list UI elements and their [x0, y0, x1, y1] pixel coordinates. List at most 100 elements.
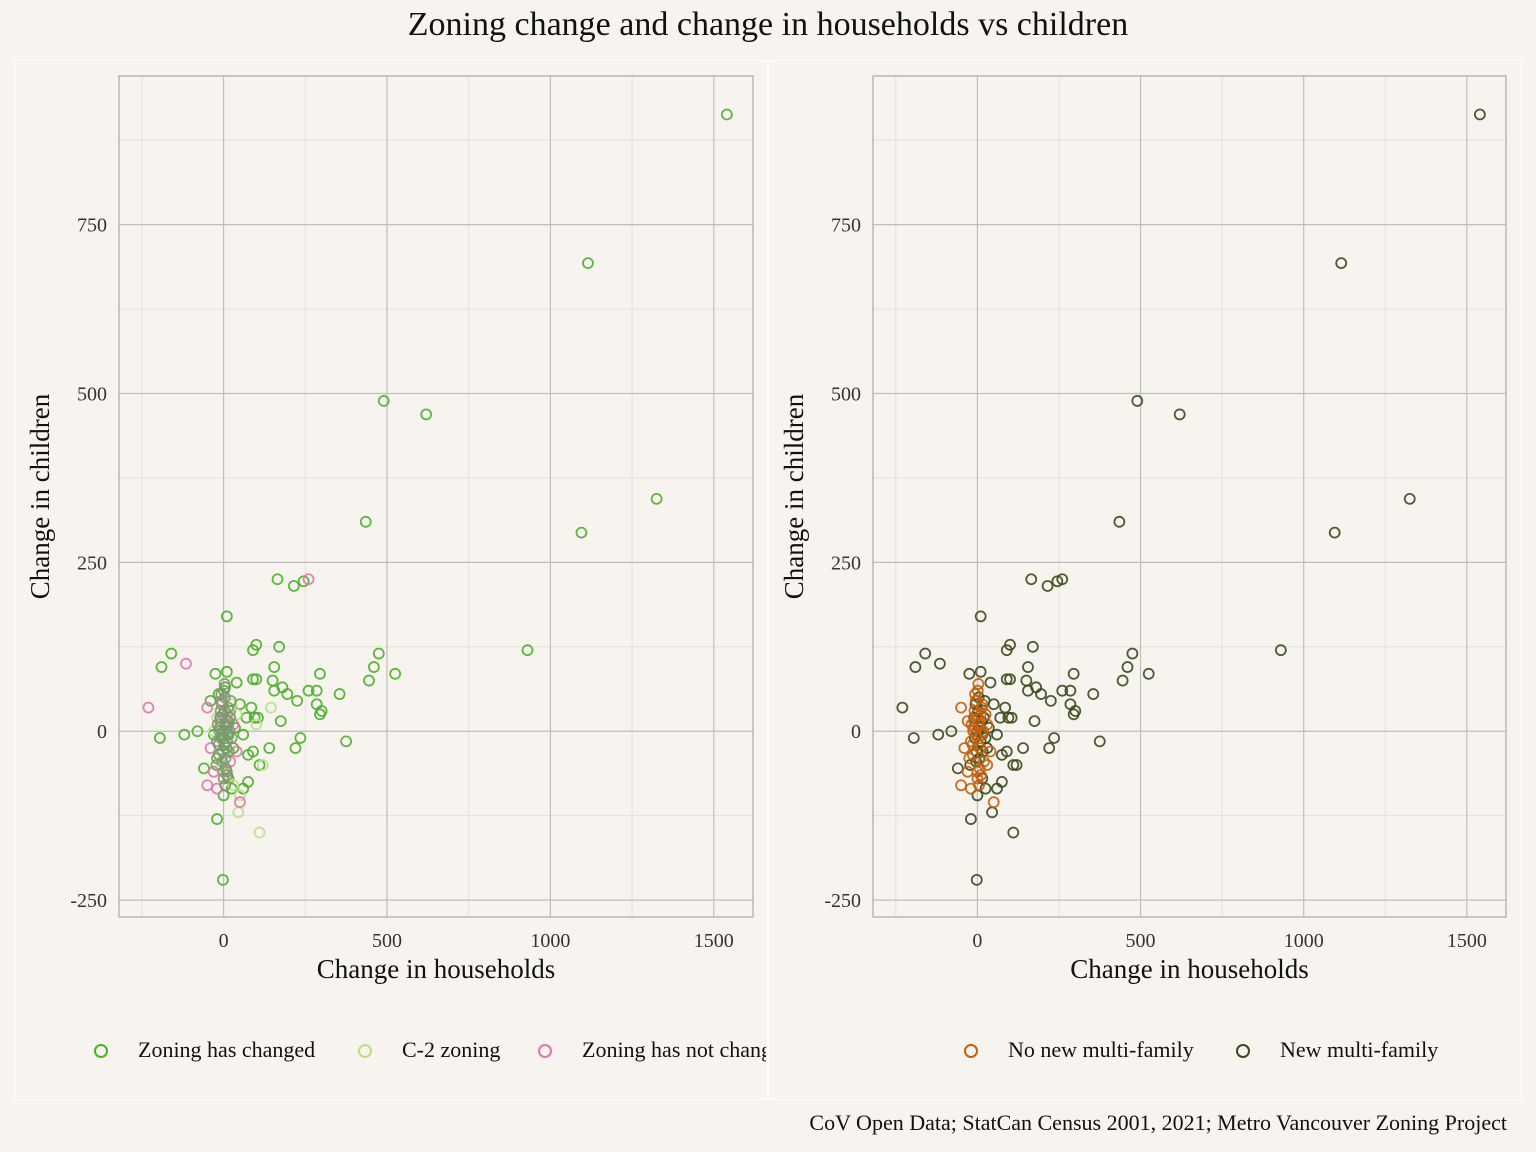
- data-point: [971, 765, 984, 778]
- x-tick-label: 500: [372, 930, 402, 952]
- data-point: [955, 701, 967, 714]
- data-point: [245, 701, 258, 714]
- data-point: [273, 640, 286, 653]
- data-point: [650, 492, 663, 505]
- data-point: [968, 705, 981, 717]
- data-point: [1121, 661, 1134, 673]
- data-point: [234, 789, 246, 802]
- data-point: [220, 610, 233, 623]
- data-point: [359, 515, 372, 528]
- data-point: [250, 673, 263, 686]
- data-point: [1022, 661, 1034, 673]
- x-tick-label: 0: [972, 930, 982, 952]
- data-point: [1067, 667, 1080, 680]
- data-point: [984, 745, 997, 758]
- data-point: [250, 718, 263, 731]
- x-tick-label: 1500: [1447, 930, 1487, 952]
- y-tick-label: 500: [831, 383, 861, 405]
- data-point: [1041, 580, 1054, 592]
- data-point: [945, 725, 958, 738]
- data-point: [1004, 673, 1016, 686]
- data-point: [310, 684, 323, 697]
- data-point: [230, 745, 243, 758]
- data-point: [363, 674, 375, 687]
- legend-label: C-2 zoning: [402, 1037, 501, 1062]
- data-point: [1131, 395, 1144, 407]
- chart-title: Zoning change and change in households v…: [407, 6, 1129, 43]
- data-point: [222, 745, 235, 758]
- data-point: [213, 725, 226, 738]
- y-tick-label: 750: [77, 215, 107, 237]
- data-point: [1043, 742, 1056, 755]
- data-point: [970, 708, 983, 721]
- data-point: [204, 694, 217, 707]
- data-point: [377, 395, 390, 407]
- y-tick-label: 0: [97, 721, 107, 743]
- data-point: [253, 759, 266, 771]
- data-point: [991, 782, 1003, 795]
- source-caption: CoV Open Data; StatCan Census 2001, 2021…: [809, 1110, 1507, 1135]
- data-point: [209, 667, 222, 680]
- data-point: [1007, 759, 1020, 771]
- x-axis-title: Change in households: [1070, 954, 1308, 984]
- data-point: [216, 755, 229, 768]
- data-point: [207, 765, 220, 778]
- right-panel-frame: [768, 60, 1522, 1100]
- data-point: [256, 759, 269, 771]
- data-point: [981, 759, 994, 771]
- data-point: [1473, 108, 1486, 121]
- y-tick-label: 250: [77, 552, 107, 574]
- data-point: [294, 732, 307, 744]
- data-point: [1020, 674, 1033, 687]
- legend-label: New multi-family: [1280, 1037, 1439, 1062]
- data-point: [219, 779, 232, 792]
- data-point: [248, 711, 261, 724]
- legend-key-icon: [964, 1044, 978, 1058]
- data-point: [961, 715, 974, 728]
- data-point: [201, 701, 214, 714]
- data-point: [302, 573, 315, 586]
- data-point: [955, 779, 967, 792]
- data-point: [979, 708, 992, 721]
- data-point: [234, 796, 246, 809]
- data-point: [1026, 640, 1039, 653]
- data-point: [215, 688, 228, 700]
- data-point: [1064, 684, 1077, 697]
- plot-border: [118, 75, 754, 918]
- data-point: [368, 661, 380, 673]
- data-point: [142, 701, 155, 714]
- data-point: [1017, 742, 1029, 755]
- data-point: [974, 665, 987, 678]
- data-point: [237, 728, 250, 741]
- data-point: [995, 748, 1008, 761]
- data-point: [251, 711, 264, 724]
- data-point: [976, 698, 989, 711]
- data-point: [1173, 408, 1186, 421]
- data-point: [180, 657, 192, 670]
- data-point: [1087, 688, 1100, 700]
- data-point: [987, 698, 1000, 711]
- data-point: [966, 748, 979, 761]
- data-point: [521, 644, 534, 657]
- data-point: [268, 661, 281, 673]
- data-point: [963, 752, 976, 765]
- data-point: [984, 676, 997, 689]
- data-point: [302, 684, 315, 697]
- y-tick-label: 0: [851, 721, 861, 743]
- data-point: [217, 772, 230, 785]
- data-point: [372, 647, 385, 660]
- data-point: [191, 725, 204, 738]
- data-point: [1028, 715, 1041, 728]
- data-point: [218, 684, 230, 697]
- legend-key-icon: [358, 1044, 372, 1058]
- data-point: [971, 684, 984, 697]
- data-point: [211, 718, 224, 731]
- legend-right: No new multi-family New multi-family: [960, 1036, 1520, 1066]
- data-point: [1000, 673, 1013, 686]
- data-point: [1007, 826, 1020, 839]
- y-tick-label: 750: [831, 215, 861, 237]
- plot-border: [872, 75, 1507, 918]
- data-point: [155, 661, 168, 673]
- data-point: [220, 665, 233, 678]
